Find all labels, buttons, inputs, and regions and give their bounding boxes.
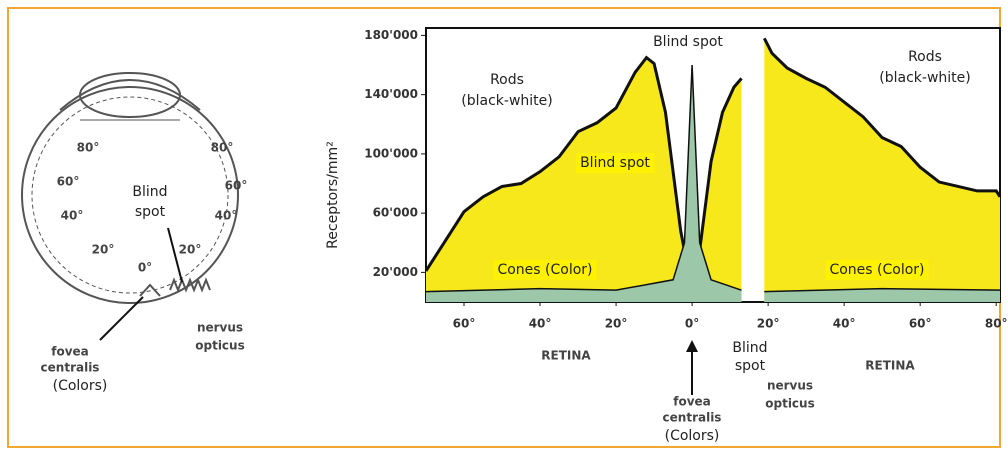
eye-label: 40° [215,209,238,223]
annotation: (black-white) [879,70,970,86]
x-tick-label: 40° [833,317,856,331]
line-rods [762,37,1002,198]
label-box [825,260,929,280]
annotation: spot [735,358,766,374]
annotation: opticus [765,397,814,411]
label-box [649,32,728,52]
eye-label: 20° [92,243,115,257]
y-tick-label: 100'000 [364,146,418,160]
x-tick-label: 40° [529,317,552,331]
fovea-arrow-head [686,340,698,352]
y-tick-label: 20'000 [373,265,418,279]
annotation: nervus [767,379,813,393]
annotation: (Colors) [665,428,720,444]
eye-label: opticus [195,339,244,353]
annotation: Blind spot [580,155,650,171]
annotation: Cones (Color) [829,262,924,278]
y-axis-label: Receptors/mm² [325,141,341,249]
annotation: Cones (Color) [497,262,592,278]
x-tick-label: 0° [685,317,699,331]
eye-label: 40° [61,209,84,223]
annotation: Blind spot [653,34,723,50]
y-tick-label: 140'000 [364,87,418,101]
annotation: Blind [732,340,767,356]
eye-label: (Colors) [53,378,108,394]
x-tick-label: 20° [605,317,628,331]
eye-label: 60° [225,179,248,193]
x-tick-label: 60° [453,317,476,331]
eye-label: Blind [132,184,167,200]
annotation: fovea [673,395,711,409]
annotation: (black-white) [461,93,552,109]
area-cones [764,288,1000,302]
label-box [493,260,597,280]
eye-label: 20° [179,243,202,257]
line-rods [424,55,743,291]
line-cones [425,64,742,293]
eye-label: 60° [57,175,80,189]
eye-label: 0° [138,261,152,275]
area-rods [426,57,742,303]
x-tick-label: 60° [909,317,932,331]
annotation: Rods [908,49,942,65]
eye-label: spot [135,204,166,220]
eye-label: 80° [211,141,234,155]
eye-drawing [21,72,239,341]
x-tick-label: 80° [985,317,1008,331]
area-rods [764,38,1000,303]
eye-label: centralis [41,361,100,375]
y-tick-label: 60'000 [373,206,418,220]
label-box [576,153,655,173]
eye-label: nervus [197,321,243,335]
eye-label: fovea [51,345,89,359]
annotation: Rods [490,72,524,88]
annotation: RETINA [865,359,915,373]
x-tick-label: 20° [757,317,780,331]
y-tick-label: 180'000 [364,28,418,42]
annotation: centralis [663,411,722,425]
annotation: RETINA [541,349,591,363]
line-cones [764,287,1001,293]
eye-label: 80° [77,141,100,155]
